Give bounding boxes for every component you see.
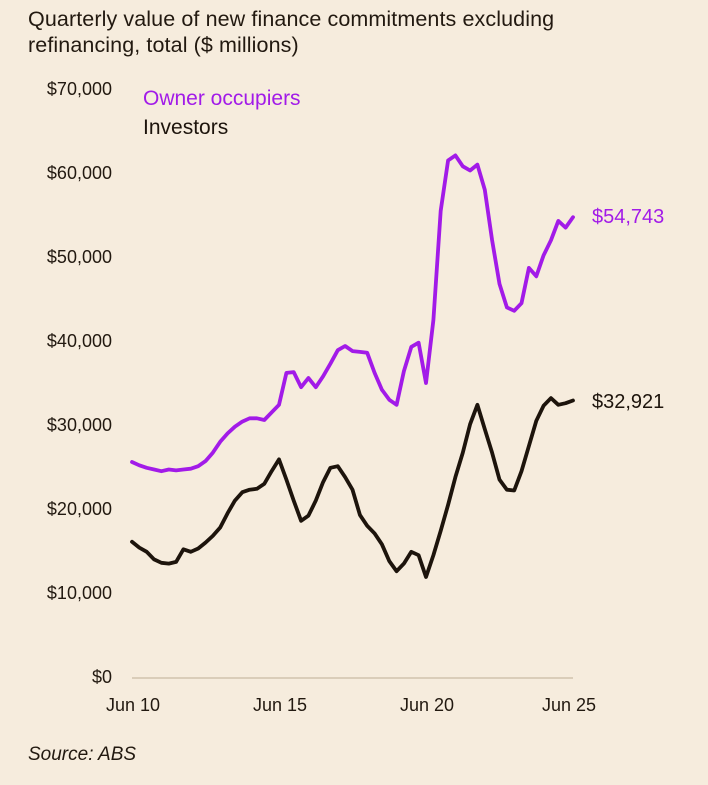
y-tick-label: $40,000: [46, 331, 112, 351]
end-label-investors: $32,921: [592, 391, 665, 413]
y-tick-label: $30,000: [46, 415, 112, 435]
source-note: Source: ABS: [28, 744, 137, 765]
legend-item-investors: Investors: [143, 113, 301, 142]
legend-label-investors: Investors: [143, 116, 229, 139]
end-label-owner-occupiers: $54,743: [592, 206, 665, 228]
x-tick-label: Jun 15: [252, 695, 308, 715]
y-tick-label: $50,000: [46, 247, 112, 267]
y-tick-label: $60,000: [46, 163, 112, 183]
zero-baseline: [132, 677, 573, 679]
y-tick-label: $70,000: [46, 79, 112, 99]
x-tick-label: Jun 25: [541, 695, 597, 715]
legend-label-owner-occupiers: Owner occupiers: [143, 87, 301, 110]
y-tick-label: $0: [91, 667, 112, 687]
owner-occupiers-line: [130, 153, 575, 474]
x-tick-label: Jun 20: [399, 695, 455, 715]
y-tick-label: $10,000: [46, 583, 112, 603]
x-tick-label: Jun 10: [105, 695, 161, 715]
investors-line: [130, 396, 575, 579]
chart-title: Quarterly value of new finance commitmen…: [28, 7, 555, 57]
legend-item-owner-occupiers: Owner occupiers: [143, 84, 301, 113]
legend: Owner occupiers Investors: [143, 84, 301, 142]
y-tick-label: $20,000: [46, 499, 112, 519]
